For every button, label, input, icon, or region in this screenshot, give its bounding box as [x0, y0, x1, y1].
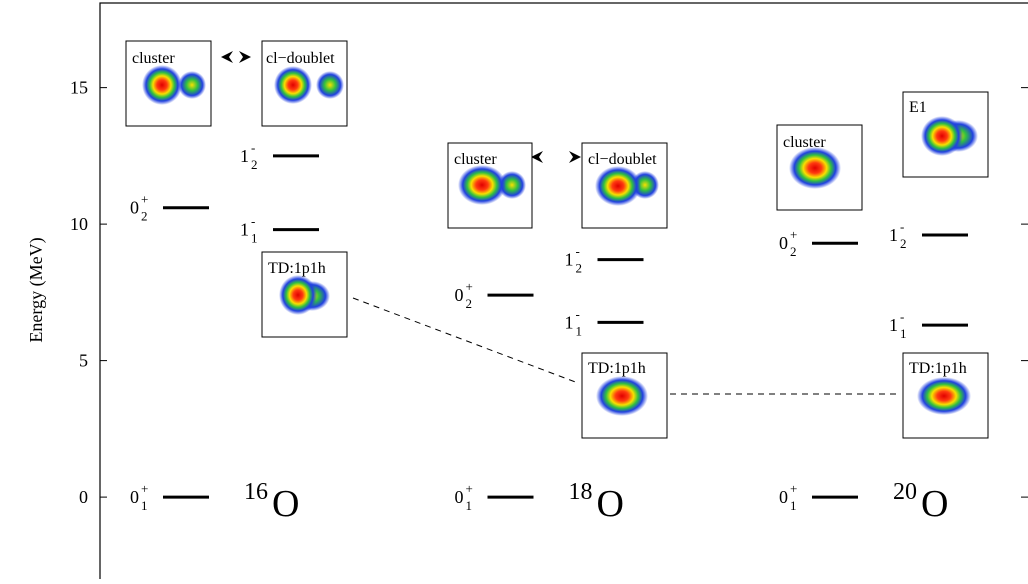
plot-frame	[100, 3, 1028, 579]
level-parity: -	[576, 306, 580, 321]
density-panel: cl−doublet	[262, 41, 347, 126]
level-parity: +	[790, 227, 797, 242]
panel-label: E1	[909, 99, 927, 116]
panel-label: cluster	[783, 134, 826, 151]
level-index: 2	[141, 209, 148, 224]
level-spin: 0	[130, 198, 139, 218]
nucleus-symbol: O	[597, 483, 624, 525]
y-tick-label: 15	[70, 78, 88, 98]
level-parity: -	[900, 219, 904, 234]
level-index: 1	[576, 323, 583, 338]
level-parity: +	[466, 279, 473, 294]
panel-label: cl−doublet	[588, 151, 657, 168]
level-index: 2	[251, 157, 258, 172]
level-spin: 1	[240, 220, 249, 240]
level-spin: 1	[565, 312, 574, 332]
level-parity: +	[141, 481, 148, 496]
level-parity: +	[466, 481, 473, 496]
density-panel: E1	[903, 92, 988, 177]
y-tick-label: 5	[79, 351, 88, 371]
level-index: 1	[790, 498, 797, 513]
y-axis-label: Energy (MeV)	[26, 237, 47, 342]
chart: Energy (MeV) cluster cl−doublet TD:1p1h …	[0, 0, 1028, 579]
y-tick-label: 0	[79, 487, 88, 507]
arrow	[221, 51, 251, 63]
level-index: 2	[466, 296, 473, 311]
panel-label: TD:1p1h	[588, 360, 646, 377]
level-parity: +	[790, 481, 797, 496]
arrow	[531, 151, 581, 163]
level-spin: 1	[889, 225, 898, 245]
density-panel: TD:1p1h	[903, 353, 988, 438]
level-index: 1	[141, 498, 148, 513]
panel-label: cluster	[132, 50, 175, 67]
nucleus-mass: 16	[244, 479, 268, 505]
level-spin: 0	[455, 285, 464, 305]
nucleus-mass: 18	[569, 479, 593, 505]
panel-label: TD:1p1h	[909, 360, 967, 377]
level-parity: -	[251, 214, 255, 229]
level-index: 2	[790, 244, 797, 259]
level-index: 2	[900, 236, 907, 251]
level-parity: +	[141, 192, 148, 207]
nucleus-symbol: O	[272, 483, 299, 525]
level-parity: -	[576, 244, 580, 259]
density-panel: cluster	[777, 125, 862, 210]
level-index: 2	[576, 261, 583, 276]
nucleus-mass: 20	[893, 479, 917, 505]
level-spin: 1	[889, 315, 898, 335]
density-panel: TD:1p1h	[582, 353, 667, 438]
level-spin: 1	[240, 146, 249, 166]
density-panel: cluster	[126, 41, 211, 126]
level-spin: 1	[565, 250, 574, 270]
level-parity: -	[251, 140, 255, 155]
level-spin: 0	[130, 487, 139, 507]
density-panel: cluster	[448, 143, 532, 228]
density-panel: TD:1p1h	[262, 252, 347, 337]
level-spin: 0	[779, 487, 788, 507]
level-spin: 0	[455, 487, 464, 507]
nucleus-symbol: O	[921, 483, 948, 525]
panel-label: cl−doublet	[266, 50, 335, 67]
level-index: 1	[251, 231, 258, 246]
y-tick-label: 10	[70, 214, 88, 234]
panel-label: TD:1p1h	[268, 260, 326, 277]
level-parity: -	[900, 309, 904, 324]
level-index: 1	[466, 498, 473, 513]
density-panel: cl−doublet	[582, 143, 667, 228]
panel-label: cluster	[454, 151, 497, 168]
level-index: 1	[900, 326, 907, 341]
level-spin: 0	[779, 233, 788, 253]
